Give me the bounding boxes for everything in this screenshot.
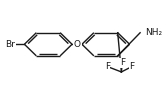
Text: O: O bbox=[74, 40, 81, 49]
Text: NH₂: NH₂ bbox=[145, 28, 162, 37]
Text: F: F bbox=[120, 58, 125, 67]
Text: Br: Br bbox=[6, 40, 15, 49]
Text: F: F bbox=[130, 62, 135, 71]
Text: F: F bbox=[105, 62, 110, 71]
